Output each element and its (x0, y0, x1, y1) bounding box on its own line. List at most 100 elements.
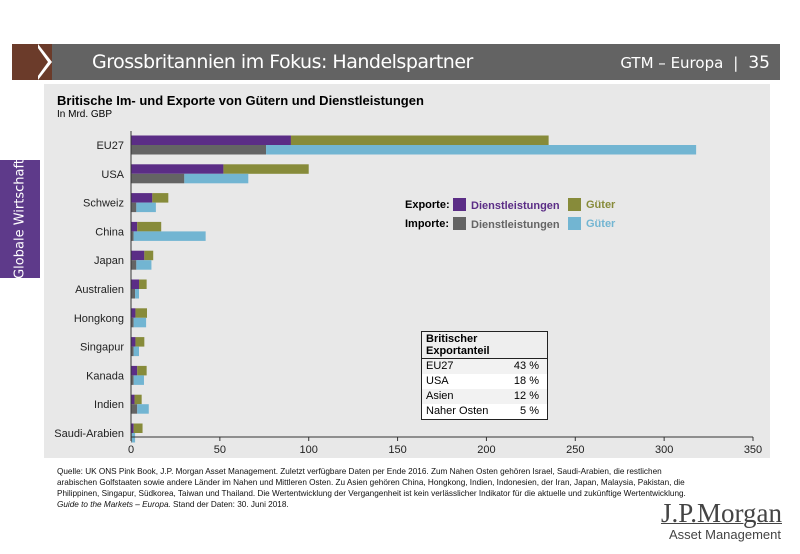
bar-exporte-dienstleistungen (131, 135, 291, 145)
bar-importe-güter (131, 433, 136, 443)
bar-exporte-dienstleistungen (131, 394, 135, 405)
bar-importe-dienstleistungen (131, 260, 137, 270)
bar-importe-dienstleistungen (131, 404, 138, 414)
category-label: Schweiz (83, 198, 124, 210)
bar-importe-güter (266, 145, 697, 155)
x-tick-label: 150 (388, 444, 406, 456)
table-body: EU27 43 % USA 18 % Asien 12 % Naher Osten 5 … (422, 359, 547, 419)
bar-exporte-güter (144, 250, 154, 261)
row-value: 12 % (513, 390, 539, 402)
bar-exporte-dienstleistungen (131, 308, 136, 318)
table-row: Naher Osten 5 % (422, 404, 547, 419)
bar-exporte-dienstleistungen (131, 164, 224, 174)
bar-exporte-güter (133, 423, 143, 433)
bar-exporte-dienstleistungen (131, 221, 138, 232)
bar-importe-güter (133, 346, 139, 357)
bar-importe-güter (133, 317, 147, 328)
bar-importe-dienstleistungen (131, 231, 134, 241)
x-tick-label: 200 (477, 444, 495, 456)
section-name: GTM – Europa (620, 54, 724, 72)
category-label: Saudi-Arabien (54, 428, 124, 440)
row-label: USA (426, 375, 449, 387)
logo-subtitle: Asset Management (668, 527, 781, 542)
bar-exporte-dienstleistungen (131, 365, 138, 376)
bar-importe-dienstleistungen (131, 289, 136, 299)
bar-exporte-dienstleistungen (131, 423, 134, 433)
bar-importe-dienstleistungen (131, 375, 134, 385)
footnote-date: Stand der Daten: 30. Juni 2018. (170, 500, 289, 509)
bar-exporte-güter (223, 164, 309, 174)
row-value: 5 % (520, 405, 539, 417)
x-tick-label: 300 (655, 444, 673, 456)
x-tick-label: 50 (214, 444, 226, 456)
bar-exporte-güter (152, 193, 169, 203)
bar-importe-dienstleistungen (131, 346, 134, 357)
chart-subtitle: In Mrd. GBP (57, 109, 113, 120)
bar-importe-dienstleistungen (131, 202, 137, 213)
bar-importe-güter (136, 202, 156, 213)
export-share-table: Britischer Exportanteil EU27 43 % USA 18 %… (421, 331, 548, 420)
legend-import-services: Dienstleistungen (471, 219, 560, 231)
bar-exporte-güter (290, 135, 549, 145)
legend-swatch (453, 198, 466, 211)
category-label: Indien (94, 399, 124, 411)
category-label: Hongkong (74, 313, 124, 325)
row-value: 18 % (513, 375, 539, 387)
bar-importe-güter (133, 231, 206, 241)
chevron-icon (35, 44, 48, 80)
category-label: USA (101, 169, 124, 181)
legend-export-services: Dienstleistungen (471, 200, 560, 212)
bar-exporte-güter (135, 308, 147, 318)
footnote: Quelle: UK ONS Pink Book, J.P. Morgan As… (57, 466, 697, 510)
x-tick-label: 0 (128, 444, 134, 456)
bar-exporte-dienstleistungen (131, 337, 136, 347)
category-label: Singapur (80, 342, 124, 354)
bar-importe-güter (184, 173, 249, 184)
bar-exporte-güter (135, 337, 145, 347)
header-bar (12, 44, 780, 80)
section-label: GTM – Europa | 35 (620, 53, 770, 73)
divider: | (733, 54, 739, 72)
bar-importe-güter (136, 260, 152, 270)
bar-importe-dienstleistungen (131, 317, 134, 328)
chart-title: Britische Im- und Exporte von Gütern und… (57, 93, 424, 108)
bar-importe-güter (135, 289, 139, 299)
page-title: Grossbritannien im Fokus: Handelspartner (92, 51, 473, 73)
footnote-text: Quelle: UK ONS Pink Book, J.P. Morgan As… (57, 467, 686, 498)
legend-export-label: Exporte: (405, 199, 450, 211)
row-label: Naher Osten (426, 405, 489, 417)
row-label: EU27 (426, 360, 454, 372)
category-label: Kanada (86, 370, 125, 382)
x-tick-label: 100 (300, 444, 318, 456)
category-label: China (95, 226, 125, 238)
legend-swatch (453, 217, 466, 230)
bar-exporte-dienstleistungen (131, 279, 139, 289)
bar-importe-dienstleistungen (131, 145, 267, 155)
legend-import-label: Importe: (405, 218, 449, 230)
bar-exporte-güter (138, 279, 147, 289)
legend-export-goods: Güter (586, 199, 616, 211)
legend-import-goods: Güter (586, 218, 616, 230)
bar-exporte-güter (137, 221, 162, 232)
logo: J.P.Morgan (660, 498, 782, 528)
x-tick-label: 350 (744, 444, 762, 456)
row-label: Asien (426, 390, 454, 402)
table-row: USA 18 % (422, 374, 547, 389)
footnote-italic: Guide to the Markets – Europa. (57, 500, 171, 509)
row-value: 43 % (513, 360, 539, 372)
side-tab: Globale Wirtschaft (0, 159, 40, 279)
category-label: Australien (75, 284, 124, 296)
table-row: Asien 12 % (422, 389, 547, 404)
legend-swatch (568, 217, 581, 230)
legend-swatch (568, 198, 581, 211)
bar-exporte-güter (134, 394, 142, 405)
bar-importe-güter (133, 375, 144, 385)
category-label: EU27 (96, 140, 124, 152)
table-row: EU27 43 % (422, 359, 547, 374)
x-tick-label: 250 (566, 444, 584, 456)
bar-importe-dienstleistungen (131, 173, 185, 184)
bar-exporte-güter (137, 365, 147, 376)
category-label: Japan (94, 255, 124, 267)
page-number: 35 (748, 53, 770, 73)
